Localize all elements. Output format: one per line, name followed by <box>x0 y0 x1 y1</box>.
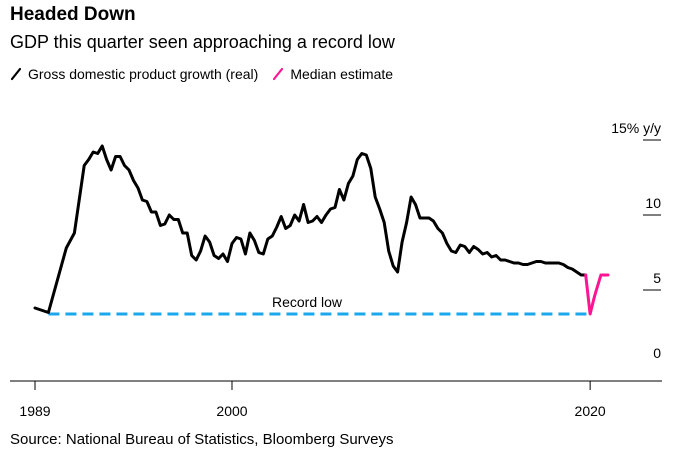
legend-swatch-estimate <box>273 67 284 81</box>
y-tick-label-10: 10 <box>645 195 661 211</box>
y-tick-label-0: 0 <box>653 345 661 361</box>
chart-title: Headed Down <box>10 4 136 25</box>
chart-subtitle: GDP this quarter seen approaching a reco… <box>10 32 395 52</box>
x-tick-label-1989: 1989 <box>19 403 50 419</box>
legend-label-estimate: Median estimate <box>290 66 394 82</box>
gdp-growth-line <box>33 144 588 314</box>
legend-label-gdp: Gross domestic product growth (real) <box>28 66 259 82</box>
source-note: Source: National Bureau of Statistics, B… <box>10 431 394 448</box>
chart-plot: 1989 2000 2020 15% y/y 10 5 0 Record low <box>10 120 662 419</box>
legend-swatch-gdp <box>10 67 22 81</box>
median-estimate-line <box>584 273 610 316</box>
x-tick-label-2000: 2000 <box>216 403 247 419</box>
x-tick-label-2020: 2020 <box>575 403 606 419</box>
record-low-label: Record low <box>272 294 343 310</box>
y-tick-label-5: 5 <box>653 270 661 286</box>
legend-item-estimate: Median estimate <box>272 66 393 82</box>
legend-item-gdp: Gross domestic product growth (real) <box>10 66 258 82</box>
y-tick-label-15: 15% y/y <box>611 120 661 136</box>
legend: Gross domestic product growth (real) Med… <box>10 66 407 82</box>
